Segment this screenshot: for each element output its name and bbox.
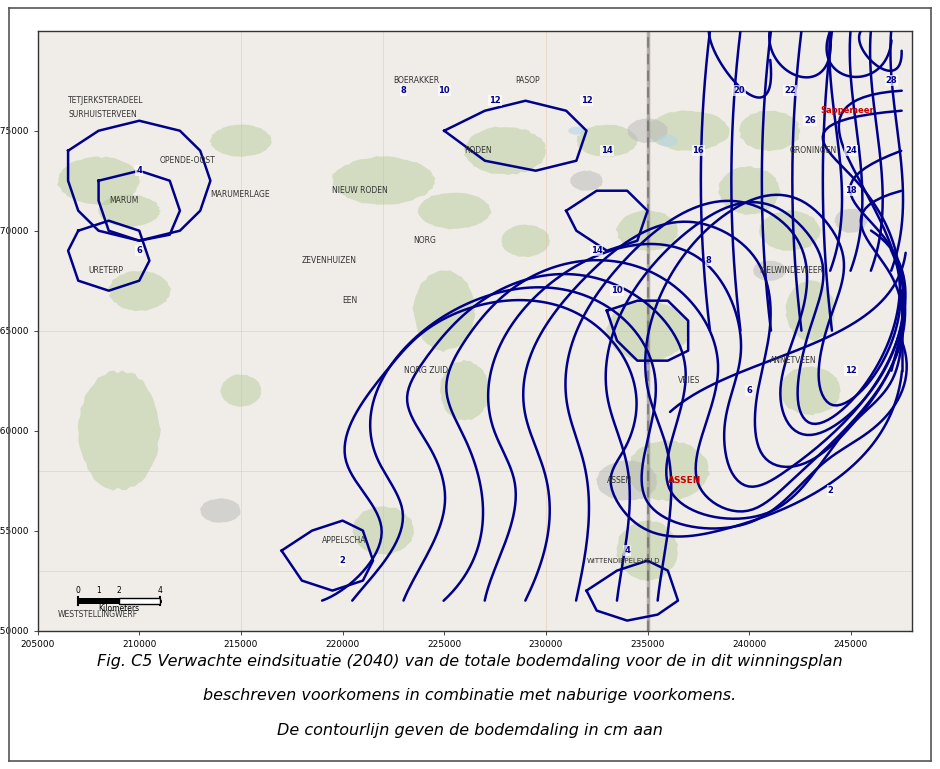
- Polygon shape: [569, 127, 585, 135]
- Text: 14: 14: [601, 146, 613, 155]
- Text: 8: 8: [400, 86, 406, 95]
- Text: 0: 0: [76, 585, 81, 594]
- Polygon shape: [107, 271, 171, 311]
- Text: ASSEN: ASSEN: [607, 476, 632, 485]
- Polygon shape: [440, 360, 490, 421]
- Polygon shape: [647, 110, 729, 151]
- Text: 4: 4: [624, 546, 630, 555]
- Polygon shape: [210, 125, 272, 157]
- Polygon shape: [627, 440, 710, 501]
- Text: 22: 22: [784, 86, 795, 95]
- Polygon shape: [352, 506, 414, 555]
- Polygon shape: [616, 210, 678, 251]
- Text: WITTENDIEPELEVELD: WITTENDIEPELEVELD: [587, 558, 660, 564]
- Text: SURHUISTERVEEN: SURHUISTERVEEN: [68, 110, 137, 119]
- Polygon shape: [779, 366, 841, 415]
- Polygon shape: [835, 208, 868, 233]
- Polygon shape: [417, 193, 492, 229]
- Polygon shape: [627, 118, 667, 143]
- Text: 20: 20: [733, 86, 744, 95]
- Polygon shape: [463, 127, 546, 175]
- Text: VRIES: VRIES: [678, 376, 700, 385]
- Polygon shape: [78, 371, 161, 491]
- Text: URETERP: URETERP: [88, 266, 123, 275]
- Text: ASSEN: ASSEN: [667, 476, 701, 485]
- Text: BOERAKKER: BOERAKKER: [393, 76, 440, 85]
- Text: De contourlijn geven de bodemdaling in cm aan: De contourlijn geven de bodemdaling in c…: [277, 723, 663, 738]
- Text: 2: 2: [117, 585, 121, 594]
- Polygon shape: [617, 520, 678, 581]
- Polygon shape: [759, 210, 822, 251]
- Text: 28: 28: [885, 76, 898, 85]
- Polygon shape: [658, 135, 678, 147]
- Polygon shape: [739, 111, 801, 151]
- Text: KIELWINDEWEER: KIELWINDEWEER: [760, 266, 823, 275]
- Text: 12: 12: [845, 366, 856, 375]
- Text: NORG: NORG: [414, 236, 436, 245]
- Text: 26: 26: [805, 116, 816, 125]
- Text: 4: 4: [157, 585, 162, 594]
- Polygon shape: [605, 300, 689, 361]
- Text: 12: 12: [581, 96, 592, 105]
- Text: Kilometers: Kilometers: [99, 604, 139, 613]
- Text: RODEN: RODEN: [464, 146, 493, 155]
- Polygon shape: [220, 375, 261, 407]
- Polygon shape: [596, 460, 657, 501]
- Text: 10: 10: [438, 86, 450, 95]
- Text: ZEVENHUIZEN: ZEVENHUIZEN: [302, 256, 357, 265]
- Polygon shape: [99, 195, 162, 227]
- Polygon shape: [332, 156, 435, 205]
- Text: PASOP: PASOP: [515, 76, 540, 85]
- Polygon shape: [576, 125, 638, 157]
- Text: 4: 4: [136, 166, 142, 175]
- Text: 10: 10: [611, 286, 623, 295]
- Polygon shape: [570, 171, 603, 191]
- Bar: [78, 598, 119, 604]
- Text: NIEUW RODEN: NIEUW RODEN: [333, 186, 388, 195]
- Text: WESTSTELLINGWERF: WESTSTELLINGWERF: [58, 610, 138, 619]
- Text: Fig. C5 Verwachte eindsituatie (2040) van de totale bodemdaling voor de in dit w: Fig. C5 Verwachte eindsituatie (2040) va…: [97, 654, 843, 669]
- Text: 6: 6: [746, 386, 752, 395]
- Text: beschreven voorkomens in combinatie met naburige voorkomens.: beschreven voorkomens in combinatie met …: [203, 688, 737, 704]
- Text: 1: 1: [96, 585, 101, 594]
- Text: 24: 24: [845, 146, 856, 155]
- Text: Sappemeer: Sappemeer: [821, 106, 874, 115]
- Text: MARUMERLAGE: MARUMERLAGE: [211, 190, 270, 199]
- Text: 16: 16: [693, 146, 704, 155]
- Text: NORG ZUID: NORG ZUID: [403, 366, 447, 375]
- Polygon shape: [786, 280, 835, 341]
- Text: 6: 6: [136, 246, 142, 255]
- Polygon shape: [413, 270, 476, 352]
- Text: EEN: EEN: [342, 296, 358, 305]
- Text: APPELSCHA: APPELSCHA: [322, 536, 367, 545]
- Polygon shape: [753, 261, 787, 281]
- Text: 18: 18: [845, 186, 856, 195]
- Text: 2: 2: [827, 486, 834, 495]
- Polygon shape: [200, 498, 241, 523]
- Text: ANNETVEEN: ANNETVEEN: [770, 356, 816, 365]
- Text: 8: 8: [706, 256, 712, 265]
- Polygon shape: [502, 225, 550, 257]
- Text: OPENDE-OOST: OPENDE-OOST: [160, 156, 215, 165]
- Polygon shape: [718, 166, 781, 215]
- Bar: [119, 598, 160, 604]
- Text: GRONINGEN: GRONINGEN: [790, 146, 837, 155]
- Text: 14: 14: [591, 246, 603, 255]
- Text: MARUM: MARUM: [109, 196, 138, 205]
- Text: 2: 2: [339, 556, 346, 565]
- Text: 12: 12: [489, 96, 501, 105]
- Polygon shape: [57, 156, 140, 205]
- Text: TETJERKSTERADEEL: TETJERKSTERADEEL: [68, 96, 144, 105]
